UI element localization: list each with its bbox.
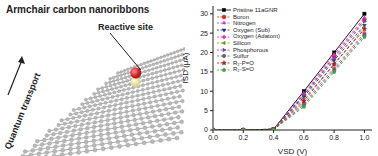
- svg-text:1.0: 1.0: [360, 134, 370, 141]
- svg-text:5: 5: [204, 107, 208, 114]
- html-text:Nitrogen: Nitrogen: [233, 20, 256, 27]
- svg-text:15: 15: [200, 68, 208, 75]
- svg-text:0.2: 0.2: [238, 134, 248, 141]
- svg-text:0.6: 0.6: [299, 134, 309, 141]
- svg-text:VSD (V): VSD (V): [278, 147, 308, 156]
- html-text:Phosphorous: Phosphorous: [233, 46, 269, 53]
- html-text:R₂-S=O: R₂-S=O: [233, 66, 254, 73]
- svg-text:20: 20: [200, 49, 208, 56]
- svg-text:25: 25: [200, 30, 208, 37]
- svg-text:Armchair carbon nanoribbons: Armchair carbon nanoribbons: [8, 4, 150, 15]
- html-text:Boron: Boron: [233, 13, 249, 20]
- html-text:R₂-P=O: R₂-P=O: [233, 59, 254, 66]
- html-text:Sulfur: Sulfur: [233, 53, 249, 60]
- svg-text:0: 0: [204, 126, 208, 133]
- svg-text:10: 10: [200, 88, 208, 95]
- html-text:Oxygen (Adatom): Oxygen (Adatom): [233, 33, 280, 40]
- html-text:Pristine 11aGNR: Pristine 11aGNR: [233, 7, 278, 13]
- svg-text:30: 30: [200, 10, 208, 17]
- svg-text:0.0: 0.0: [208, 134, 218, 141]
- svg-text:0.8: 0.8: [329, 134, 339, 141]
- html-text:Oxygen (Sub): Oxygen (Sub): [233, 26, 270, 33]
- html-text:Silicon: Silicon: [233, 40, 251, 46]
- svg-text:0.4: 0.4: [269, 134, 279, 141]
- svg-text:ISD (μA): ISD (μA): [183, 52, 190, 83]
- svg-text:Reactive site: Reactive site: [98, 22, 153, 32]
